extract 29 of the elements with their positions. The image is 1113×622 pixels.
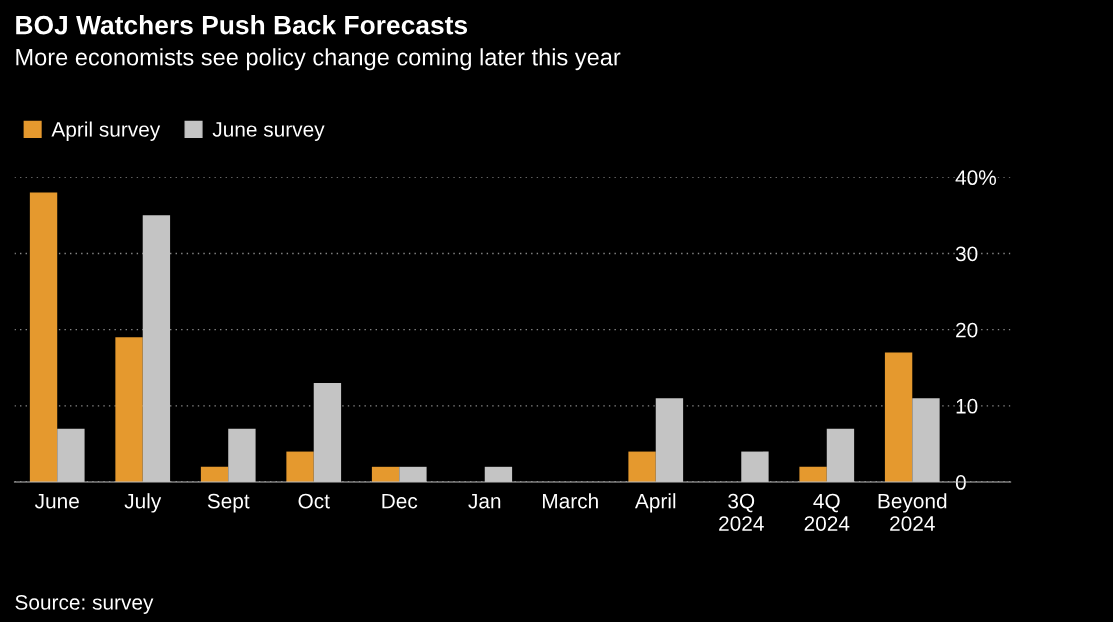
- x-tick-label: March: [543, 493, 598, 509]
- y-tick-label: 20: [956, 322, 978, 338]
- x-tick-label: 4Q 2024: [804, 493, 850, 531]
- legend-label: April survey: [51, 121, 161, 141]
- x-tick-label: July: [124, 493, 162, 513]
- chart-title: BOJ Watchers Push Back Forecasts: [16, 15, 468, 35]
- x-tick-label: Beyond 2024: [878, 493, 947, 531]
- bar: [115, 337, 143, 483]
- bar: [200, 466, 229, 483]
- x-tick-label: Jan: [468, 493, 501, 509]
- source-note: Source: survey: [15, 595, 154, 614]
- x-tick-label: Sept: [207, 493, 250, 513]
- y-tick-label: 0: [955, 475, 966, 490]
- bar: [29, 192, 58, 483]
- y-tick-label: 40%: [955, 170, 996, 186]
- x-tick-label: 3Q 2024: [719, 493, 764, 531]
- x-tick-label: June: [34, 493, 79, 509]
- bar: [799, 466, 827, 483]
- x-tick-label: Oct: [298, 493, 330, 509]
- x-tick-label: Dec: [382, 493, 418, 509]
- bar: [371, 466, 400, 483]
- bar: [286, 451, 314, 483]
- bar: [628, 451, 656, 483]
- chart-subtitle: More economists see policy change coming later this year: [16, 48, 621, 71]
- legend-label: June survey: [212, 122, 325, 141]
- y-tick-label: 10: [956, 398, 978, 414]
- y-tick-label: 30: [955, 246, 978, 262]
- x-tick-label: April: [634, 493, 676, 513]
- bar: [884, 352, 913, 483]
